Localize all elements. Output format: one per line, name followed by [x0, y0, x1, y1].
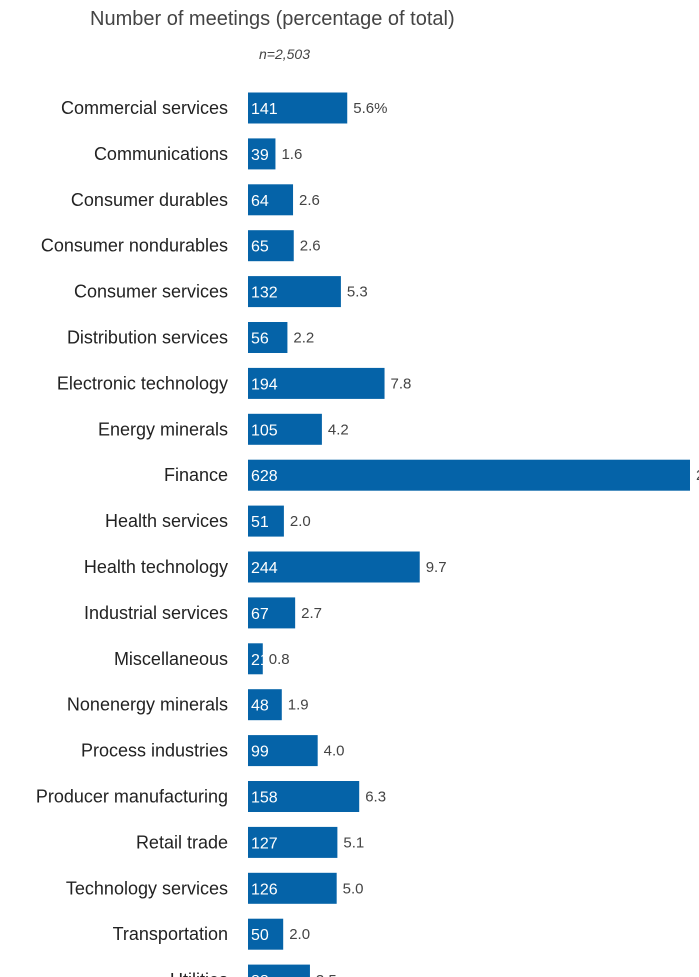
category-label: Consumer durables	[71, 190, 228, 210]
chart-title: Number of meetings (percentage of total)	[90, 8, 455, 30]
bar-percentage-label: 6.3	[365, 789, 386, 806]
bar-value-label: 88	[251, 973, 269, 977]
bar	[248, 413, 322, 445]
bar-value-label: 105	[251, 422, 278, 439]
bar-value-label: 126	[251, 881, 278, 898]
bar	[248, 597, 296, 629]
bar-percentage-label: 4.0	[324, 743, 345, 760]
bar	[248, 505, 284, 537]
bar-value-label: 67	[251, 606, 269, 623]
category-label: Communications	[94, 144, 228, 164]
category-label: Process industries	[81, 741, 228, 761]
category-label: Health services	[105, 511, 228, 531]
category-label: Finance	[164, 465, 228, 485]
bar-percentage-label: 2.0	[289, 926, 310, 943]
category-label: Electronic technology	[57, 373, 228, 393]
bar-value-label: 21	[251, 652, 269, 669]
category-label: Consumer services	[74, 282, 228, 302]
bar-percentage-label: 7.8	[391, 375, 412, 392]
bar-value-label: 64	[251, 193, 269, 210]
bar-percentage-label: 4.2	[328, 421, 349, 438]
bar-percentage-label: 2.0	[290, 513, 311, 530]
bar	[248, 964, 310, 977]
category-label: Producer manufacturing	[36, 787, 228, 807]
bar-value-label: 48	[251, 698, 269, 715]
bar-percentage-label: 2.6	[299, 192, 320, 209]
bar	[248, 322, 288, 353]
bar-value-label: 51	[251, 514, 269, 531]
bar-value-label: 132	[251, 285, 278, 302]
bar	[248, 459, 690, 491]
bar	[248, 367, 385, 399]
bar-percentage-label: 5.1	[343, 834, 364, 851]
bar-value-label: 50	[251, 927, 269, 944]
category-label: Industrial services	[84, 603, 228, 623]
bar-percentage-label: 25.1	[696, 467, 699, 484]
bar-value-label: 158	[251, 790, 278, 807]
bar	[248, 276, 341, 308]
bar	[248, 781, 360, 812]
category-label: Miscellaneous	[114, 649, 228, 669]
bar-value-label: 141	[251, 101, 278, 118]
category-label: Distribution services	[67, 328, 228, 348]
bar	[248, 138, 276, 170]
bar	[248, 872, 337, 904]
category-label: Health technology	[84, 557, 228, 577]
bar	[248, 92, 348, 124]
category-label: Nonenergy minerals	[67, 695, 228, 715]
category-label: Utilities	[170, 970, 228, 977]
bar-percentage-label: 0.8	[269, 651, 290, 668]
bar	[248, 735, 318, 767]
bar-percentage-label: 9.7	[426, 559, 447, 576]
bar	[248, 551, 420, 583]
bar	[248, 689, 282, 721]
bar-value-label: 194	[251, 376, 278, 393]
bar-value-label: 99	[251, 744, 269, 761]
bar-value-label: 56	[251, 331, 269, 348]
category-label: Consumer nondurables	[41, 236, 228, 256]
category-label: Commercial services	[61, 98, 228, 118]
bar	[248, 184, 294, 216]
bar	[248, 918, 284, 950]
bar-value-label: 65	[251, 239, 269, 256]
bar	[248, 643, 263, 675]
bar-percentage-label: 1.9	[288, 697, 309, 714]
bar-percentage-label: 2.6	[300, 238, 321, 255]
bar-percentage-label: 1.6	[281, 146, 302, 163]
bar-value-label: 244	[251, 560, 278, 577]
category-label: Transportation	[113, 924, 228, 944]
bar-percentage-label: 2.7	[301, 605, 322, 622]
bar-value-label: 39	[251, 147, 269, 164]
bar-value-label: 628	[251, 468, 278, 485]
category-label: Energy minerals	[98, 419, 228, 439]
category-label: Retail trade	[136, 832, 228, 852]
category-label: Technology services	[66, 878, 228, 898]
bar-percentage-label: 5.3	[347, 284, 368, 301]
bar-percentage-label: 3.5	[316, 972, 337, 977]
bar-value-label: 127	[251, 835, 278, 852]
bar-percentage-label: 5.6%	[353, 100, 387, 117]
chart-subtitle: n=2,503	[259, 46, 310, 62]
bar-percentage-label: 5.0	[343, 880, 364, 897]
bar	[248, 230, 294, 262]
bar	[248, 826, 338, 858]
bar-percentage-label: 2.2	[293, 330, 314, 347]
